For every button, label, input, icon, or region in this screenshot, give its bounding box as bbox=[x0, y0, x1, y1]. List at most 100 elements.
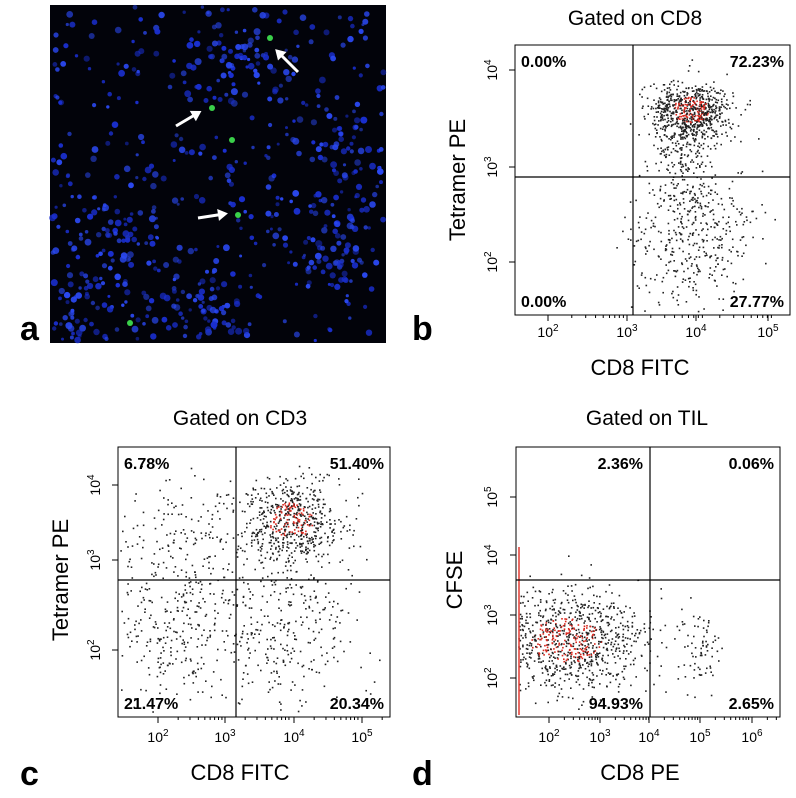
event-dot bbox=[698, 146, 701, 149]
event-dot bbox=[126, 591, 129, 594]
event-dot bbox=[275, 517, 278, 519]
nucleus bbox=[75, 292, 82, 299]
event-dot bbox=[675, 144, 678, 147]
event-dot bbox=[131, 640, 133, 642]
nucleus bbox=[184, 319, 189, 324]
event-dot bbox=[539, 591, 542, 593]
event-dot bbox=[269, 558, 271, 560]
event-dot bbox=[718, 247, 720, 249]
event-dot bbox=[663, 89, 666, 91]
event-dot bbox=[214, 622, 216, 625]
tick-base: 10 bbox=[484, 492, 500, 508]
event-dot bbox=[297, 710, 300, 713]
nucleus bbox=[136, 242, 140, 246]
event-dot bbox=[702, 98, 704, 100]
event-dot bbox=[552, 614, 554, 617]
event-dot bbox=[302, 664, 305, 667]
event-dot bbox=[255, 528, 258, 531]
nucleus bbox=[146, 260, 152, 266]
event-dot bbox=[225, 630, 228, 632]
event-dot bbox=[612, 602, 615, 604]
nucleus bbox=[354, 159, 361, 166]
event-dot bbox=[719, 116, 721, 118]
nucleus bbox=[67, 241, 73, 246]
event-dot bbox=[599, 595, 601, 598]
event-dot bbox=[197, 668, 199, 671]
event-dot bbox=[296, 522, 299, 524]
event-dot bbox=[139, 590, 141, 593]
event-dot bbox=[157, 637, 159, 640]
event-dot bbox=[695, 264, 698, 266]
event-dot bbox=[718, 298, 720, 300]
event-dot bbox=[735, 220, 737, 223]
event-dot bbox=[573, 656, 575, 658]
event-dot bbox=[701, 184, 703, 187]
event-dot bbox=[297, 505, 299, 508]
event-dot bbox=[260, 580, 262, 583]
event-dot bbox=[272, 531, 274, 533]
event-dot bbox=[701, 238, 704, 241]
event-dot bbox=[542, 623, 544, 626]
nucleus bbox=[163, 294, 171, 302]
event-dot bbox=[721, 256, 724, 259]
event-dot bbox=[664, 248, 667, 250]
nucleus bbox=[181, 316, 185, 320]
event-dot bbox=[301, 545, 303, 547]
event-dot bbox=[678, 115, 681, 118]
event-dot bbox=[629, 201, 632, 203]
event-dot bbox=[706, 90, 708, 93]
event-dot bbox=[680, 138, 682, 140]
event-dot bbox=[153, 563, 155, 565]
nucleus bbox=[123, 217, 127, 221]
event-dot bbox=[684, 279, 687, 281]
event-dot bbox=[625, 650, 628, 652]
nucleus bbox=[50, 279, 58, 287]
event-dot bbox=[556, 666, 558, 668]
event-dot bbox=[289, 565, 292, 567]
event-dot bbox=[616, 613, 619, 616]
event-dot bbox=[580, 607, 582, 609]
event-dot bbox=[589, 660, 592, 663]
green-cell bbox=[127, 320, 133, 326]
event-dot bbox=[698, 296, 700, 298]
event-dot bbox=[667, 117, 669, 120]
event-dot bbox=[699, 103, 701, 106]
event-dot bbox=[309, 513, 311, 516]
nucleus bbox=[194, 58, 202, 66]
event-dot bbox=[170, 654, 172, 657]
nucleus bbox=[204, 326, 212, 333]
nucleus bbox=[354, 101, 361, 108]
event-dot bbox=[149, 638, 152, 641]
nucleus bbox=[340, 42, 346, 48]
event-dot bbox=[175, 591, 177, 594]
event-dot bbox=[332, 535, 334, 537]
event-dot bbox=[318, 671, 321, 674]
event-dot bbox=[259, 546, 262, 549]
nucleus bbox=[153, 266, 158, 271]
event-dot bbox=[633, 640, 635, 643]
event-dot bbox=[676, 117, 678, 120]
event-dot bbox=[614, 640, 617, 642]
event-dot bbox=[280, 533, 283, 536]
event-dot bbox=[211, 518, 213, 520]
event-dot bbox=[591, 696, 594, 698]
event-dot bbox=[602, 646, 605, 649]
event-dot bbox=[608, 623, 611, 626]
event-dot bbox=[694, 198, 696, 200]
event-dot bbox=[540, 624, 542, 626]
nucleus bbox=[60, 152, 68, 160]
event-dot bbox=[553, 609, 555, 611]
x-axis-label: CD8 FITC bbox=[591, 355, 690, 380]
event-dot bbox=[295, 620, 297, 623]
nucleus bbox=[198, 151, 203, 156]
event-dot bbox=[320, 536, 323, 539]
event-dot bbox=[692, 106, 694, 108]
event-dot bbox=[276, 670, 278, 673]
event-dot bbox=[194, 672, 197, 674]
event-dot bbox=[337, 602, 339, 605]
event-dot bbox=[599, 683, 601, 685]
event-dot bbox=[574, 639, 577, 641]
event-dot bbox=[535, 645, 537, 648]
event-dot bbox=[710, 255, 713, 257]
event-dot bbox=[275, 523, 277, 525]
